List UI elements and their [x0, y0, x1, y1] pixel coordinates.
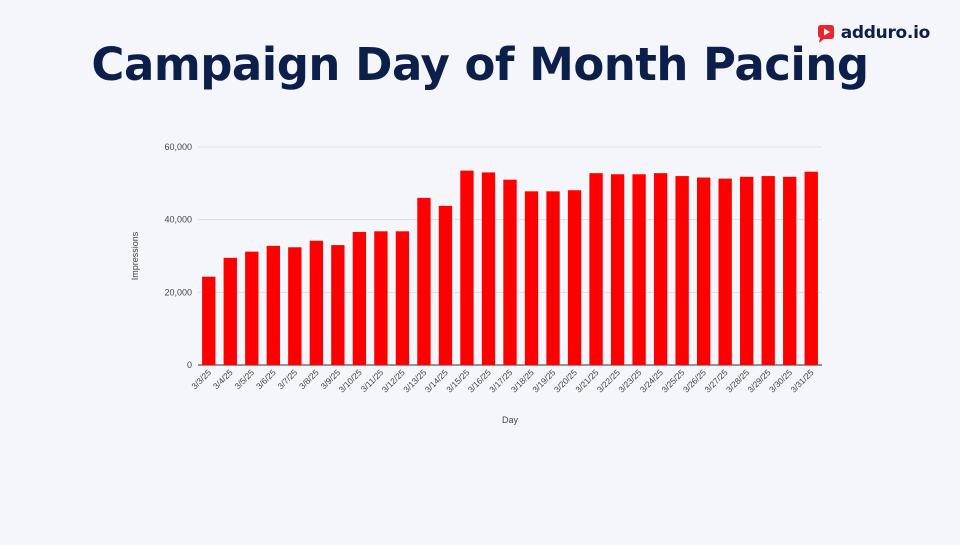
page-title: Campaign Day of Month Pacing	[91, 38, 869, 91]
y-tick-label: 40,000	[164, 215, 192, 225]
bar	[503, 179, 517, 365]
bar	[309, 240, 324, 365]
bar	[395, 231, 410, 365]
bar	[718, 178, 732, 365]
bar	[481, 172, 496, 365]
y-axis-label: Impressions	[130, 231, 140, 280]
y-tick-label: 20,000	[164, 287, 192, 297]
bar	[632, 174, 646, 365]
chart-bars	[202, 170, 818, 365]
play-logo-icon	[817, 25, 834, 43]
bar	[675, 176, 689, 365]
brand-name: adduro.io	[840, 23, 931, 43]
x-tick-label: 3/5/25	[232, 367, 256, 391]
bar	[352, 232, 367, 365]
bar	[266, 245, 280, 365]
bar	[417, 197, 431, 365]
x-tick-label: 3/6/25	[254, 367, 278, 391]
y-axis: 0 20,000 40,000 60,000	[164, 142, 192, 370]
bar	[438, 205, 453, 365]
bar	[804, 171, 818, 365]
x-tick-label: 3/3/25	[189, 367, 213, 391]
x-tick-label: 3/10/25	[337, 367, 364, 394]
bar	[589, 173, 603, 365]
x-tick-label: 3/4/25	[211, 367, 235, 391]
x-tick-label: 3/31/25	[789, 367, 816, 394]
bar	[610, 174, 625, 365]
bar	[761, 176, 775, 365]
bar	[524, 191, 539, 365]
bar	[460, 170, 474, 365]
bar	[567, 190, 582, 365]
x-tick-label: 3/7/25	[275, 367, 299, 391]
bar	[374, 231, 388, 365]
bar	[696, 177, 711, 365]
bar	[202, 276, 216, 365]
bar	[288, 247, 302, 365]
y-tick-label: 60,000	[164, 142, 192, 152]
bar	[223, 257, 237, 365]
bar	[783, 176, 797, 365]
x-tick-label: 3/8/25	[297, 367, 321, 391]
brand-logo: adduro.io	[815, 22, 930, 44]
bar	[740, 176, 754, 365]
x-axis: 3/3/253/4/253/5/253/6/253/7/253/8/253/9/…	[189, 367, 815, 394]
bar	[245, 251, 259, 365]
x-axis-label: Day	[502, 415, 519, 425]
bar	[331, 245, 345, 365]
bar	[653, 173, 668, 365]
bar	[546, 191, 560, 365]
y-tick-label: 0	[187, 360, 192, 370]
